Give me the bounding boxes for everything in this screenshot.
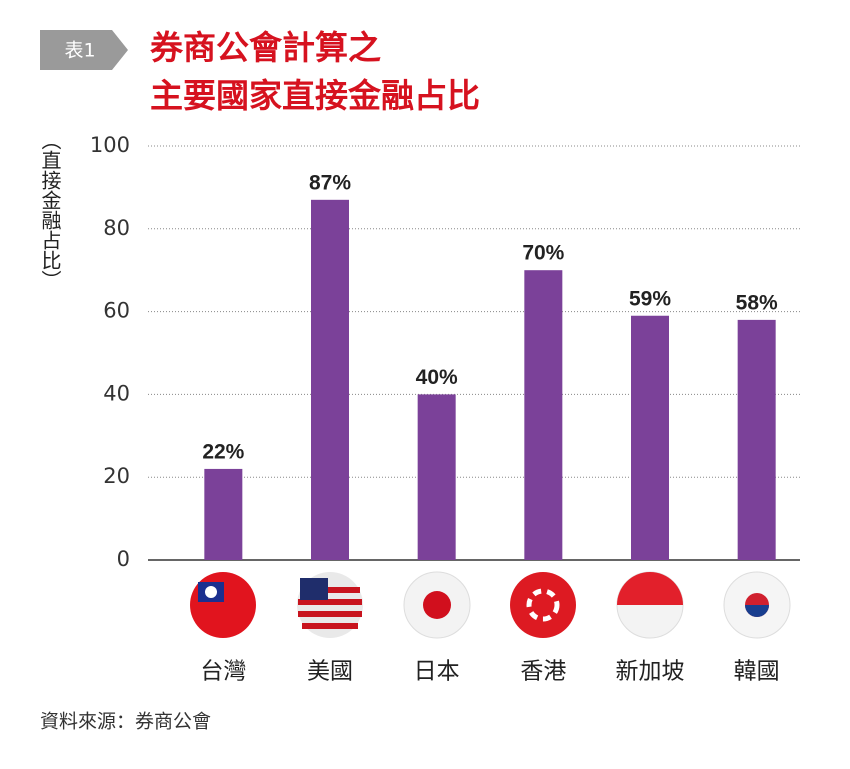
tag-shape [40,30,128,70]
flags [190,571,791,639]
x-tick-label: 新加坡 [616,659,685,685]
source: 資料來源：券商公會 [40,711,211,733]
chart-title: 主要國家直接金融占比 [150,76,480,115]
y-axis-label: （直接金融占比） [38,130,62,290]
flag-part [300,578,328,600]
x-tick-label: 日本 [414,659,460,685]
value-label: 87% [309,171,351,194]
x-tick-label: 美國 [307,659,353,685]
chart-title: 券商公會計算之 [150,28,381,67]
y-tick-label: 60 [103,299,130,323]
y-tick-label: 0 [117,547,130,571]
y-tick-label: 20 [103,464,130,488]
x-tick-label: 韓國 [734,659,780,685]
value-label: 70% [522,242,564,265]
value-label: 59% [629,287,671,310]
flag-part [298,587,362,629]
x-tick-label: 香港 [520,659,566,685]
y-tick-label: 40 [103,381,130,405]
y-tick-label: 80 [103,216,130,240]
flag [190,572,256,638]
bar [417,394,456,560]
flag-part [617,572,683,605]
bar [524,270,563,560]
value-label: 22% [202,440,244,463]
table-label: 表1 [64,40,95,62]
bar [737,319,776,560]
flag-part [745,605,769,617]
y-tick-label: 100 [90,133,130,157]
value-label: 40% [416,366,458,389]
flag-part [205,586,217,598]
flag [510,572,576,638]
bar [204,468,243,560]
flag-part [526,588,560,622]
x-tick-label: 台灣 [200,659,246,685]
value-label: 58% [736,291,778,314]
bar [631,315,669,560]
flag-part [423,591,451,619]
bar [311,199,349,560]
